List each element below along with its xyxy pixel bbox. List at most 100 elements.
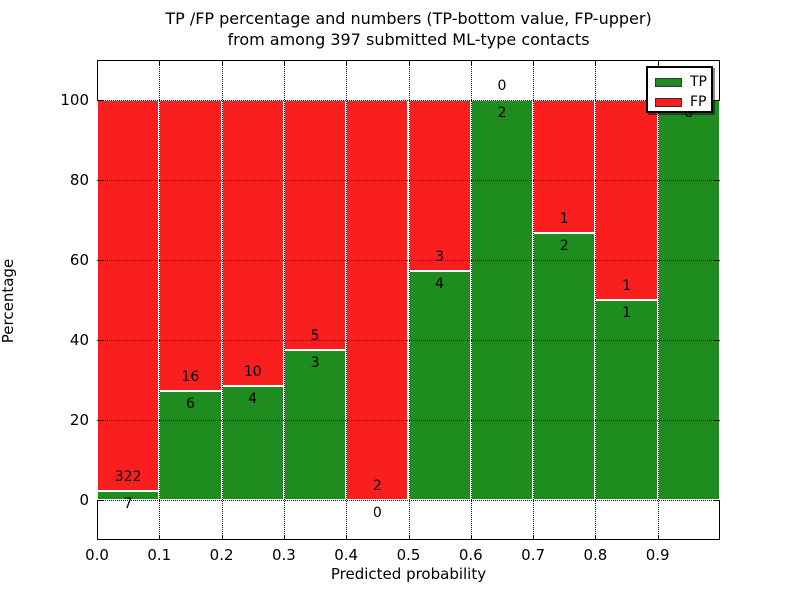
x-tick-mark: [221, 60, 223, 65]
x-tick-label: 0.7: [521, 546, 546, 564]
y-tick-mark: [714, 500, 719, 501]
fp-color-swatch-icon: [655, 97, 682, 107]
y-tick-mark: [98, 100, 103, 101]
bar-segment-tp: [97, 491, 160, 500]
x-tick-mark: [346, 535, 348, 540]
y-tick-mark: [98, 420, 103, 421]
bar-label-tp: 2: [497, 105, 507, 121]
x-tick-label: 0.0: [85, 546, 109, 564]
x-axis-label: Predicted probability: [330, 565, 487, 583]
bar-segment-fp: [221, 100, 284, 386]
v-gridline: [221, 60, 223, 540]
bar-label-tp: 0: [372, 505, 382, 521]
bar-label-fp: 322: [114, 469, 142, 486]
bar-segment-fp: [408, 100, 471, 272]
y-tick-label: 100: [60, 91, 89, 109]
bar-label-fp: 3: [435, 249, 445, 266]
x-tick-label: 0.6: [458, 546, 483, 564]
bar-segment-fp: [595, 100, 658, 300]
bar-label-tp: 3: [310, 355, 320, 371]
bar-label-fp: 1: [559, 211, 569, 228]
y-tick-mark: [714, 260, 719, 261]
x-tick-mark: [159, 60, 161, 65]
v-gridline: [283, 60, 285, 540]
x-tick-mark: [657, 535, 659, 540]
bar-label-tp: 4: [248, 390, 258, 407]
x-tick-mark: [533, 535, 535, 540]
bar-label-fp: 0: [497, 78, 507, 94]
x-tick-mark: [470, 60, 472, 65]
x-tick-label: 0.8: [583, 546, 608, 564]
bar-label-tp: 1: [622, 305, 631, 321]
bar-segment-tp: [470, 100, 534, 500]
y-tick-mark: [98, 260, 103, 261]
v-gridline: [470, 60, 472, 540]
y-tick-mark: [714, 100, 719, 101]
y-tick-mark: [98, 340, 103, 341]
v-gridline: [657, 60, 659, 540]
x-tick-mark: [470, 535, 472, 540]
bar-segment-tp: [408, 271, 471, 500]
y-tick-mark: [98, 180, 103, 181]
v-gridline: [408, 60, 410, 540]
x-tick-mark: [97, 535, 98, 540]
bar-label-fp: 16: [181, 368, 200, 385]
bar-segment-tp: [657, 100, 720, 500]
x-tick-label: 0.1: [147, 546, 172, 564]
v-gridline: [595, 60, 597, 540]
legend-label-fp: FP: [690, 94, 707, 110]
legend-label-tp: TP: [690, 74, 707, 90]
x-tick-mark: [221, 535, 223, 540]
y-tick-label: 20: [69, 411, 89, 429]
bar-segment-tp: [595, 300, 658, 500]
x-tick-mark: [657, 60, 659, 65]
legend-item-tp: TP: [655, 73, 711, 91]
chart-title: TP /FP percentage and numbers (TP-bottom…: [97, 8, 720, 50]
x-tick-label: 0.2: [209, 546, 234, 564]
x-tick-mark: [408, 60, 410, 65]
chart-title-line1: TP /FP percentage and numbers (TP-bottom…: [165, 9, 652, 28]
x-tick-mark: [346, 60, 348, 65]
bar-segment-tp: [283, 350, 347, 500]
bar-label-tp: 7: [123, 496, 133, 513]
x-tick-label: 0.9: [645, 546, 670, 564]
bar-segment-fp: [97, 100, 160, 492]
y-tick-mark: [714, 180, 719, 181]
y-tick-mark: [98, 500, 103, 501]
legend-item-fp: FP: [655, 93, 711, 111]
bar-label-tp: 2: [559, 238, 569, 255]
bar-label-fp: 10: [243, 363, 262, 380]
x-tick-mark: [595, 535, 597, 540]
bar-segment-fp: [159, 100, 222, 391]
y-tick-label: 60: [69, 251, 89, 269]
bar-label-tp: 6: [185, 395, 195, 412]
v-gridline: [346, 60, 348, 540]
y-tick-label: 0: [79, 491, 89, 509]
x-tick-mark: [97, 60, 98, 65]
y-tick-label: 80: [69, 171, 89, 189]
x-tick-mark: [408, 535, 410, 540]
bar-label-tp: 8: [684, 105, 694, 121]
bar-segment-fp: [283, 100, 347, 350]
x-tick-mark: [533, 60, 535, 65]
v-gridline: [159, 60, 161, 540]
y-tick-label: 40: [69, 331, 89, 349]
x-tick-mark: [595, 60, 597, 65]
x-tick-mark: [159, 535, 161, 540]
y-axis-label: Percentage: [0, 258, 17, 344]
bar-segment-tp: [533, 233, 596, 500]
x-tick-mark: [283, 535, 285, 540]
y-tick-mark: [714, 340, 719, 341]
x-tick-label: 0.3: [271, 546, 296, 564]
bar-label-fp: 1: [622, 278, 631, 294]
x-tick-mark: [283, 60, 285, 65]
bar-label-tp: 4: [435, 276, 445, 293]
chart-title-line2: from among 397 submitted ML-type contact…: [227, 30, 590, 49]
x-tick-label: 0.5: [396, 546, 421, 564]
tp-color-swatch-icon: [655, 77, 682, 87]
bar-segment-fp: [346, 100, 409, 500]
y-tick-mark: [714, 420, 719, 421]
legend: TP FP: [646, 66, 713, 113]
bar-label-fp: 2: [372, 478, 382, 494]
